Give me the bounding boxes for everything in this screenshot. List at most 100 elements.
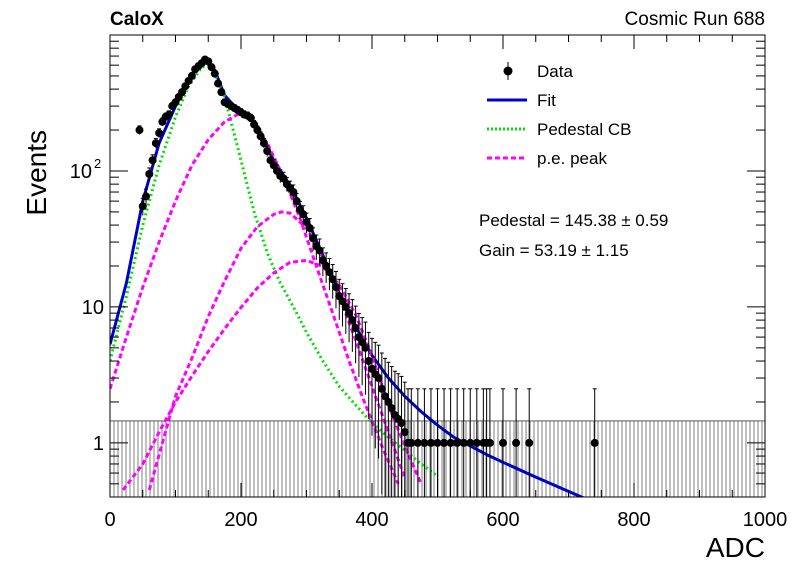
- data-marker: [420, 438, 429, 447]
- data-point: [377, 352, 386, 495]
- data-point: [351, 305, 360, 364]
- data-points: [135, 55, 599, 497]
- y-tick-label: 10: [70, 161, 92, 183]
- data-marker: [413, 438, 422, 447]
- data-marker: [263, 147, 272, 156]
- data-marker: [364, 357, 373, 366]
- data-marker: [384, 397, 393, 406]
- data-marker: [499, 438, 507, 447]
- data-point: [210, 69, 219, 78]
- x-tick-label: 600: [486, 509, 519, 531]
- data-marker: [407, 438, 416, 447]
- data-marker: [525, 438, 534, 447]
- data-marker: [348, 316, 357, 325]
- legend-label-fit: Fit: [537, 91, 556, 110]
- x-tick-label: 400: [355, 509, 388, 531]
- data-point: [148, 154, 157, 167]
- data-marker: [210, 69, 219, 78]
- data-marker: [315, 246, 324, 255]
- legend-data-marker: [503, 66, 513, 76]
- data-marker: [453, 438, 462, 447]
- data-point: [178, 88, 187, 97]
- data-marker: [426, 438, 435, 447]
- data-point: [289, 184, 298, 201]
- data-point: [217, 88, 226, 97]
- data-point: [387, 366, 396, 497]
- curve-p-e-peak-2: [147, 210, 407, 491]
- data-point: [453, 388, 462, 497]
- data-point: [263, 145, 272, 157]
- data-marker: [433, 438, 442, 447]
- data-marker: [485, 438, 494, 447]
- data-marker: [512, 438, 521, 447]
- legend-label-pedestal: Pedestal CB: [537, 120, 632, 139]
- data-marker: [377, 384, 386, 393]
- data-point: [374, 344, 383, 459]
- data-marker: [151, 139, 160, 148]
- data-marker: [178, 88, 187, 97]
- x-tick-label: 0: [104, 509, 115, 531]
- data-marker: [305, 224, 314, 233]
- y-axis-title: Events: [21, 130, 52, 216]
- data-marker: [187, 71, 196, 80]
- data-point: [361, 321, 370, 395]
- legend-label-data: Data: [537, 62, 573, 81]
- header-right-label: Cosmic Run 688: [625, 9, 765, 30]
- data-marker: [345, 309, 354, 318]
- y-tick-exponent: 2: [94, 156, 101, 171]
- data-marker: [142, 192, 151, 201]
- data-point: [331, 270, 340, 309]
- legend-label-pe-peak: p.e. peak: [537, 149, 607, 168]
- data-marker: [292, 197, 301, 206]
- data-point: [525, 388, 534, 497]
- y-tick-label: 1: [93, 433, 104, 455]
- data-marker: [309, 234, 318, 243]
- data-marker: [164, 110, 173, 119]
- data-point: [459, 388, 468, 497]
- data-marker: [331, 283, 340, 292]
- data-marker: [155, 129, 164, 138]
- data-marker: [135, 126, 144, 135]
- legend-entry-data: Data: [503, 62, 573, 81]
- gain-annotation: Gain = 53.19 ± 1.15: [479, 241, 629, 260]
- data-marker: [302, 218, 311, 227]
- data-marker: [145, 169, 154, 178]
- data-point: [420, 388, 429, 497]
- data-marker: [322, 262, 331, 270]
- data-marker: [400, 428, 409, 437]
- data-point: [259, 138, 268, 149]
- data-marker: [472, 438, 481, 447]
- data-point: [426, 388, 435, 497]
- header-left-label: CaloX: [110, 9, 164, 30]
- data-marker: [138, 202, 147, 211]
- legend-entry-pe-peak: p.e. peak: [487, 149, 607, 168]
- data-point: [440, 388, 449, 497]
- legend-entry-pedestal: Pedestal CB: [487, 120, 632, 139]
- data-marker: [374, 374, 383, 383]
- data-marker: [351, 323, 360, 332]
- data-marker: [214, 79, 223, 88]
- data-marker: [387, 404, 396, 413]
- data-point: [204, 57, 213, 66]
- data-point: [142, 188, 151, 205]
- x-tick-label: 1000: [743, 509, 788, 531]
- data-marker: [590, 438, 599, 447]
- data-marker: [325, 268, 334, 277]
- hatched-band: [109, 420, 765, 497]
- data-marker: [397, 419, 406, 428]
- data-marker: [341, 302, 350, 311]
- data-marker: [217, 88, 226, 97]
- y-tick-label: 10: [82, 297, 104, 319]
- data-point: [384, 361, 393, 497]
- pedestal-annotation: Pedestal = 145.38 ± 0.59: [479, 211, 668, 230]
- data-marker: [299, 210, 308, 219]
- data-marker: [459, 438, 468, 447]
- x-tick-label: 200: [224, 509, 257, 531]
- data-point: [305, 218, 314, 240]
- data-point: [397, 375, 406, 497]
- data-point: [214, 79, 223, 88]
- data-marker: [289, 188, 298, 197]
- data-point: [207, 63, 216, 72]
- data-marker: [148, 156, 157, 165]
